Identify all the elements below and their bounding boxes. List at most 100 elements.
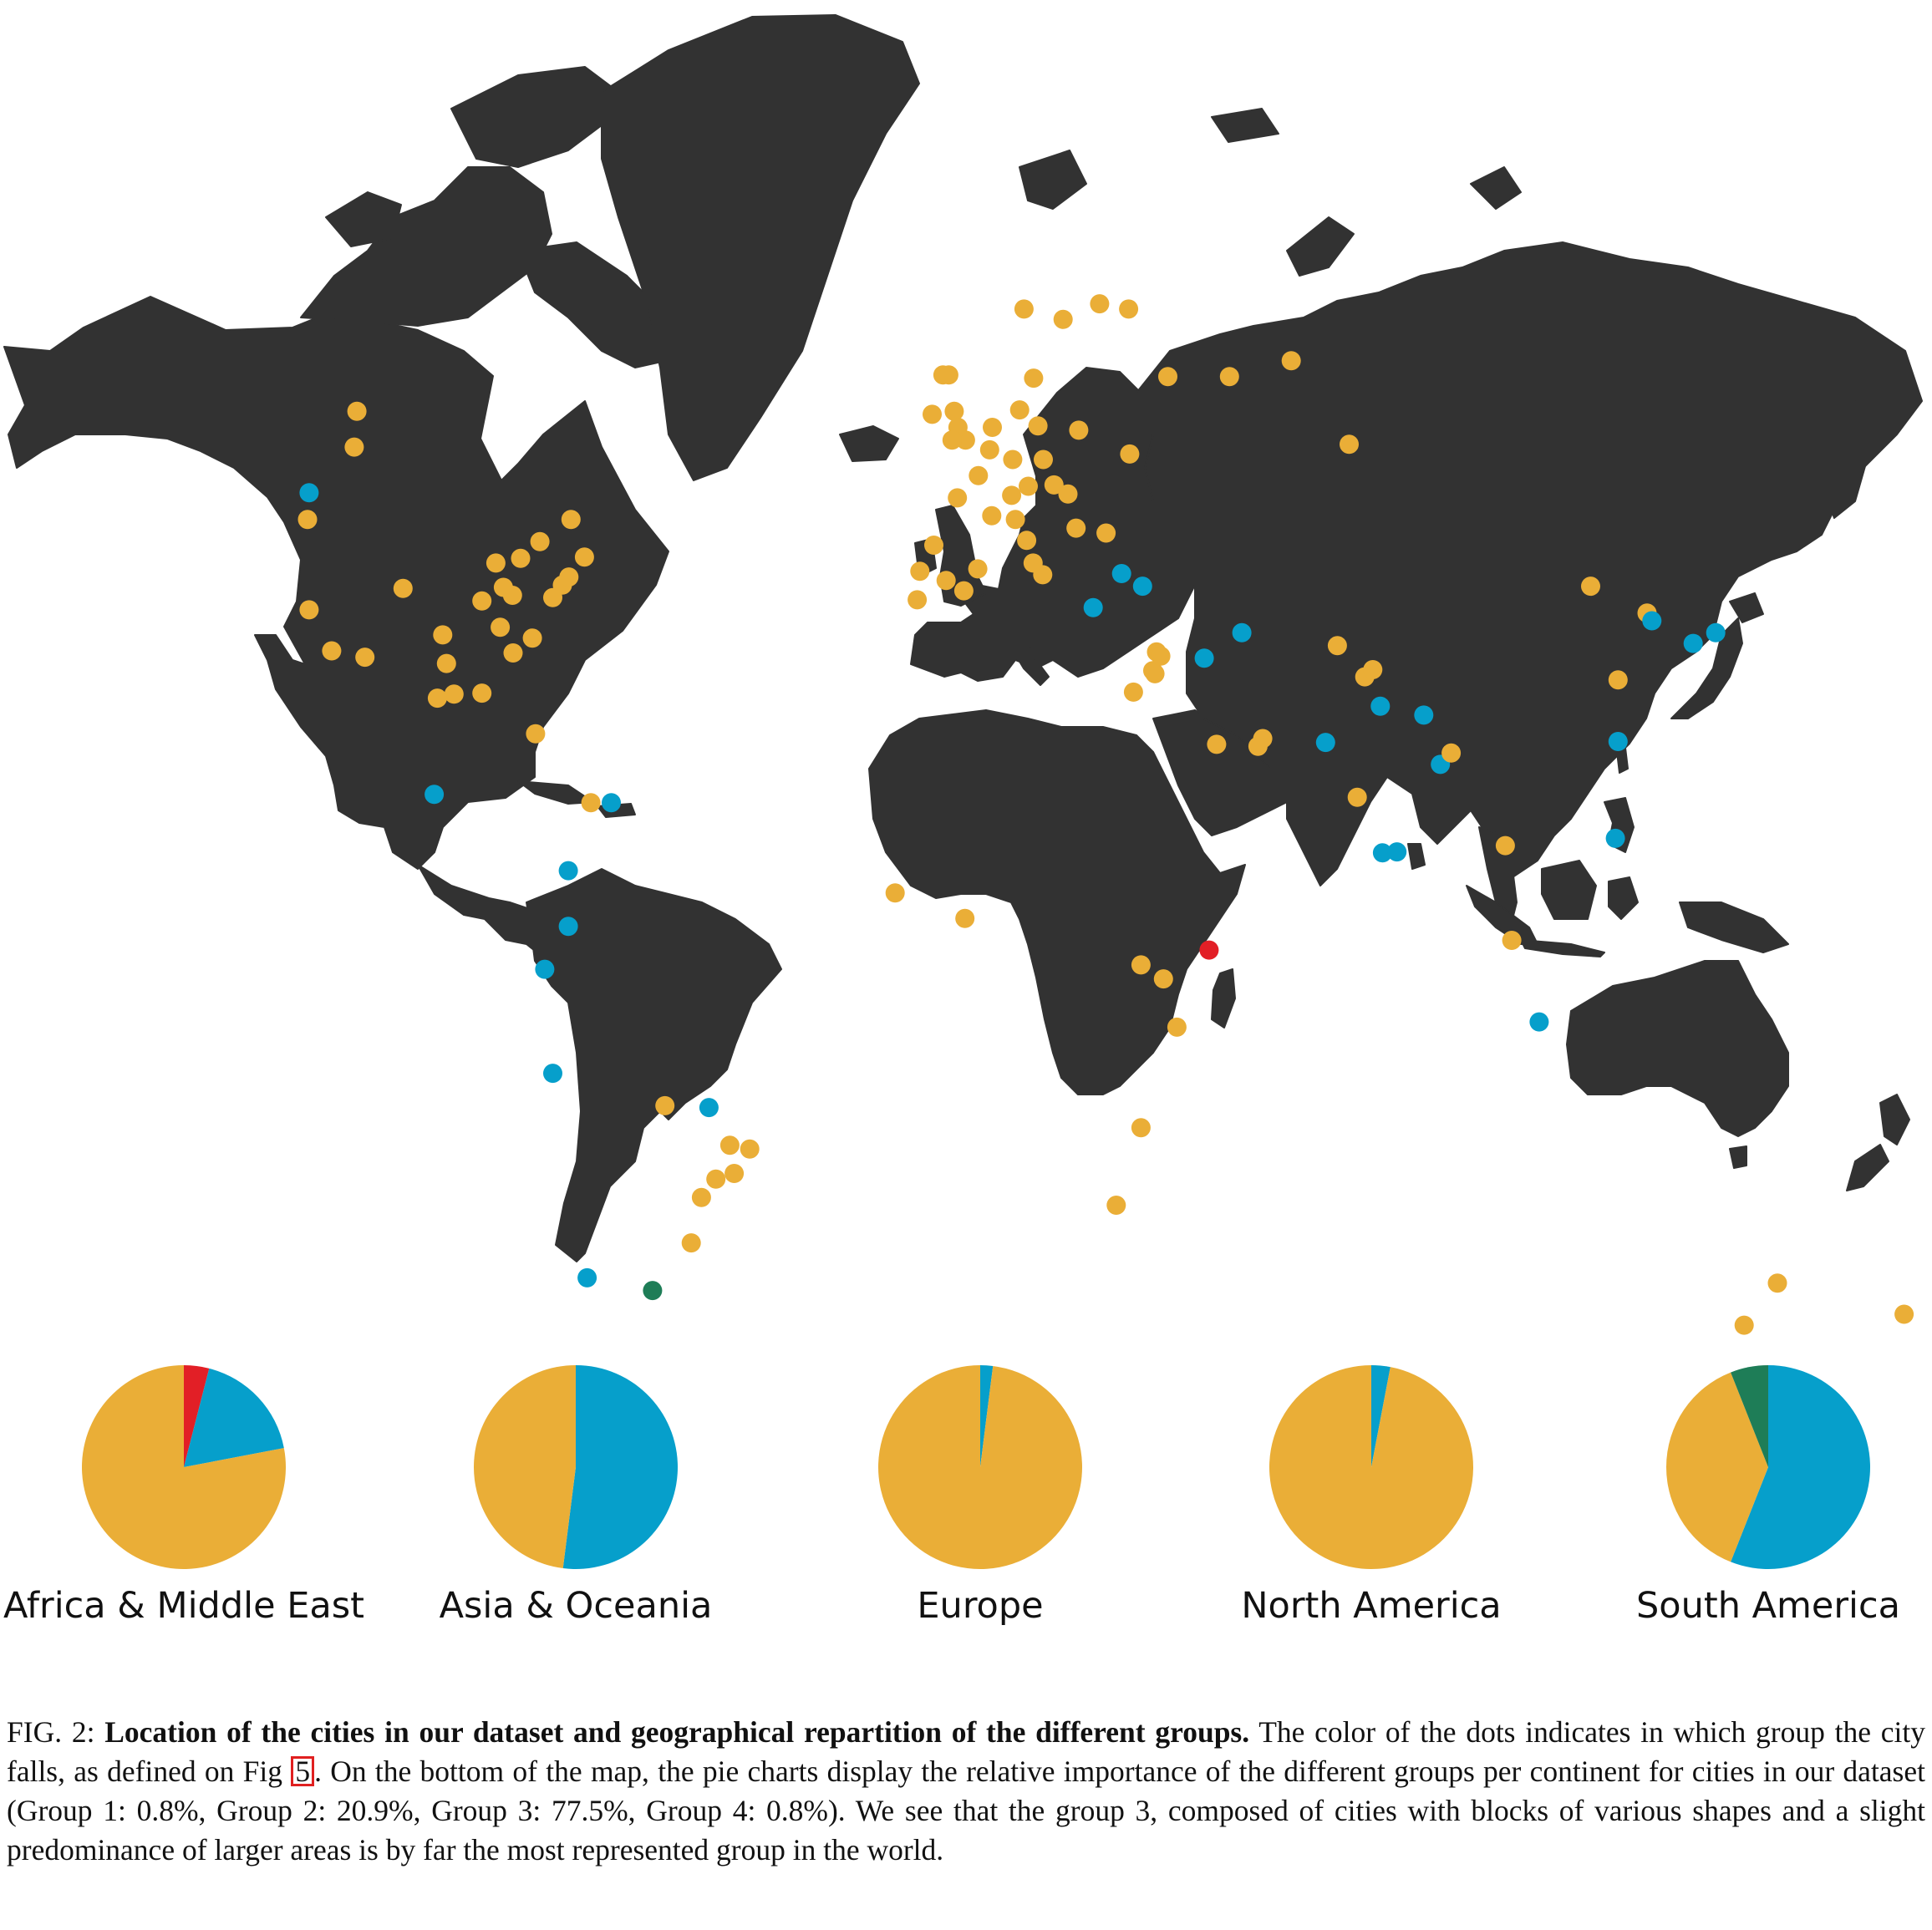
pie-slice-group-3	[474, 1365, 576, 1569]
figure-reference-link[interactable]: 5	[291, 1756, 315, 1786]
city-dot-group-3	[1495, 835, 1515, 856]
city-dot-group-3	[1327, 636, 1347, 656]
new-zealand-north	[1879, 1094, 1910, 1145]
city-dot-group-3	[1158, 367, 1177, 387]
figure-caption: FIG. 2: Location of the cities in our da…	[7, 1713, 1925, 1870]
world-map	[3, 14, 1923, 1335]
city-dot-group-3	[908, 590, 928, 610]
city-dot-group-2	[543, 1064, 562, 1084]
city-dot-group-3	[1167, 1017, 1187, 1037]
hokkaido	[1729, 592, 1764, 623]
city-dot-group-3	[936, 571, 956, 591]
city-dot-group-3	[944, 401, 964, 421]
city-dot-group-3	[955, 908, 975, 928]
land-masses	[3, 14, 1923, 1262]
arctic-islands	[300, 166, 552, 327]
city-dot-group-3	[1581, 576, 1600, 597]
city-dot-group-3	[1053, 309, 1073, 329]
city-dot-group-3	[938, 365, 958, 385]
city-dot-group-3	[472, 591, 492, 611]
taiwan	[1616, 747, 1629, 774]
city-dot-group-3	[1363, 660, 1383, 679]
city-dot-group-3	[1151, 646, 1171, 666]
city-dot-group-3	[1608, 670, 1628, 690]
sri-lanka	[1407, 843, 1426, 870]
iceland	[839, 425, 899, 462]
pie-slice-group-3	[1665, 1372, 1768, 1562]
city-dot-group-3	[740, 1139, 760, 1159]
caption-text-1: The color of the dots indicates in which…	[7, 1715, 1925, 1788]
city-dot-group-3	[1003, 449, 1023, 470]
pie-slice-group-2	[980, 1365, 994, 1467]
caption-label: FIG. 2:	[7, 1715, 105, 1749]
pie-chart-title: Europe	[917, 1585, 1043, 1627]
city-dot-group-3	[427, 688, 447, 709]
city-dot-group-3	[1734, 1315, 1754, 1335]
city-dot-group-3	[1034, 449, 1053, 470]
city-dot-group-3	[1123, 682, 1143, 702]
city-dot-group-3	[923, 404, 942, 424]
cuba	[517, 780, 594, 805]
pie-slice-group-3	[1269, 1365, 1474, 1569]
city-dot-group-3	[982, 505, 1002, 526]
city-dot-group-3	[433, 625, 453, 645]
city-dot-group-2	[558, 861, 578, 881]
asia	[1136, 241, 1923, 886]
novaya-zemlya	[1286, 216, 1355, 277]
sulawesi	[1608, 876, 1639, 920]
caption-text-2: . On the bottom of the map, the pie char…	[7, 1755, 1925, 1867]
svalbard	[1019, 150, 1087, 210]
pie-chart: Asia & Oceania	[440, 1365, 712, 1627]
city-dot-group-3	[355, 648, 375, 668]
city-dot-group-3	[347, 401, 367, 421]
city-dot-group-3	[1019, 476, 1038, 496]
pie-chart-title: South America	[1636, 1585, 1900, 1627]
borneo	[1541, 860, 1597, 920]
city-dot-group-3	[444, 684, 464, 704]
city-dot-group-3	[983, 418, 1002, 437]
japan	[1670, 617, 1743, 719]
pie-slice-group-2	[184, 1368, 284, 1467]
city-dot-group-3	[942, 430, 962, 450]
city-dot-group-3	[1207, 734, 1227, 754]
city-dot-group-3	[1894, 1304, 1914, 1324]
city-dot-group-3	[1096, 523, 1116, 543]
city-dot-group-3	[1028, 416, 1048, 436]
new-guinea	[1679, 902, 1789, 953]
city-dot-group-3	[969, 465, 989, 485]
greenland	[601, 14, 920, 481]
city-dot-group-3	[530, 531, 550, 551]
city-dot-group-3	[1002, 485, 1022, 505]
city-dot-group-3	[1058, 484, 1078, 504]
new-zealand-south	[1846, 1144, 1889, 1191]
pie-charts: Africa & Middle East Asia & Oceania Europe…	[3, 1365, 1900, 1627]
java	[1520, 939, 1605, 957]
city-dot-group-2	[1111, 564, 1131, 583]
city-dots	[297, 294, 1914, 1335]
city-dot-group-2	[1372, 843, 1392, 863]
city-dot-group-3	[581, 793, 601, 813]
city-dot-group-2	[602, 793, 621, 813]
city-dot-group-3	[655, 1095, 675, 1115]
city-dot-group-3	[1340, 434, 1359, 455]
city-dot-group-3	[968, 559, 988, 579]
city-dot-group-3	[1009, 400, 1030, 420]
city-dot-group-3	[511, 548, 531, 568]
africa	[868, 709, 1246, 1095]
city-dot-group-2	[1315, 733, 1335, 753]
city-dot-group-3	[574, 547, 594, 567]
pie-slice-group-4	[1731, 1365, 1768, 1467]
city-dot-group-2	[1387, 842, 1407, 862]
kamchatka	[1821, 400, 1873, 519]
city-dot-group-2	[1132, 576, 1152, 597]
city-dot-group-3	[393, 578, 413, 598]
city-dot-group-2	[535, 959, 555, 979]
city-dot-group-2	[1370, 696, 1391, 716]
city-dot-group-2	[299, 483, 319, 503]
city-dot-group-3	[1090, 294, 1110, 314]
city-dot-group-3	[691, 1187, 711, 1207]
city-dot-group-3	[522, 628, 542, 648]
pie-slice-group-2	[562, 1365, 679, 1569]
ellesmere-island	[450, 66, 619, 168]
city-dot-group-3	[1131, 955, 1151, 975]
